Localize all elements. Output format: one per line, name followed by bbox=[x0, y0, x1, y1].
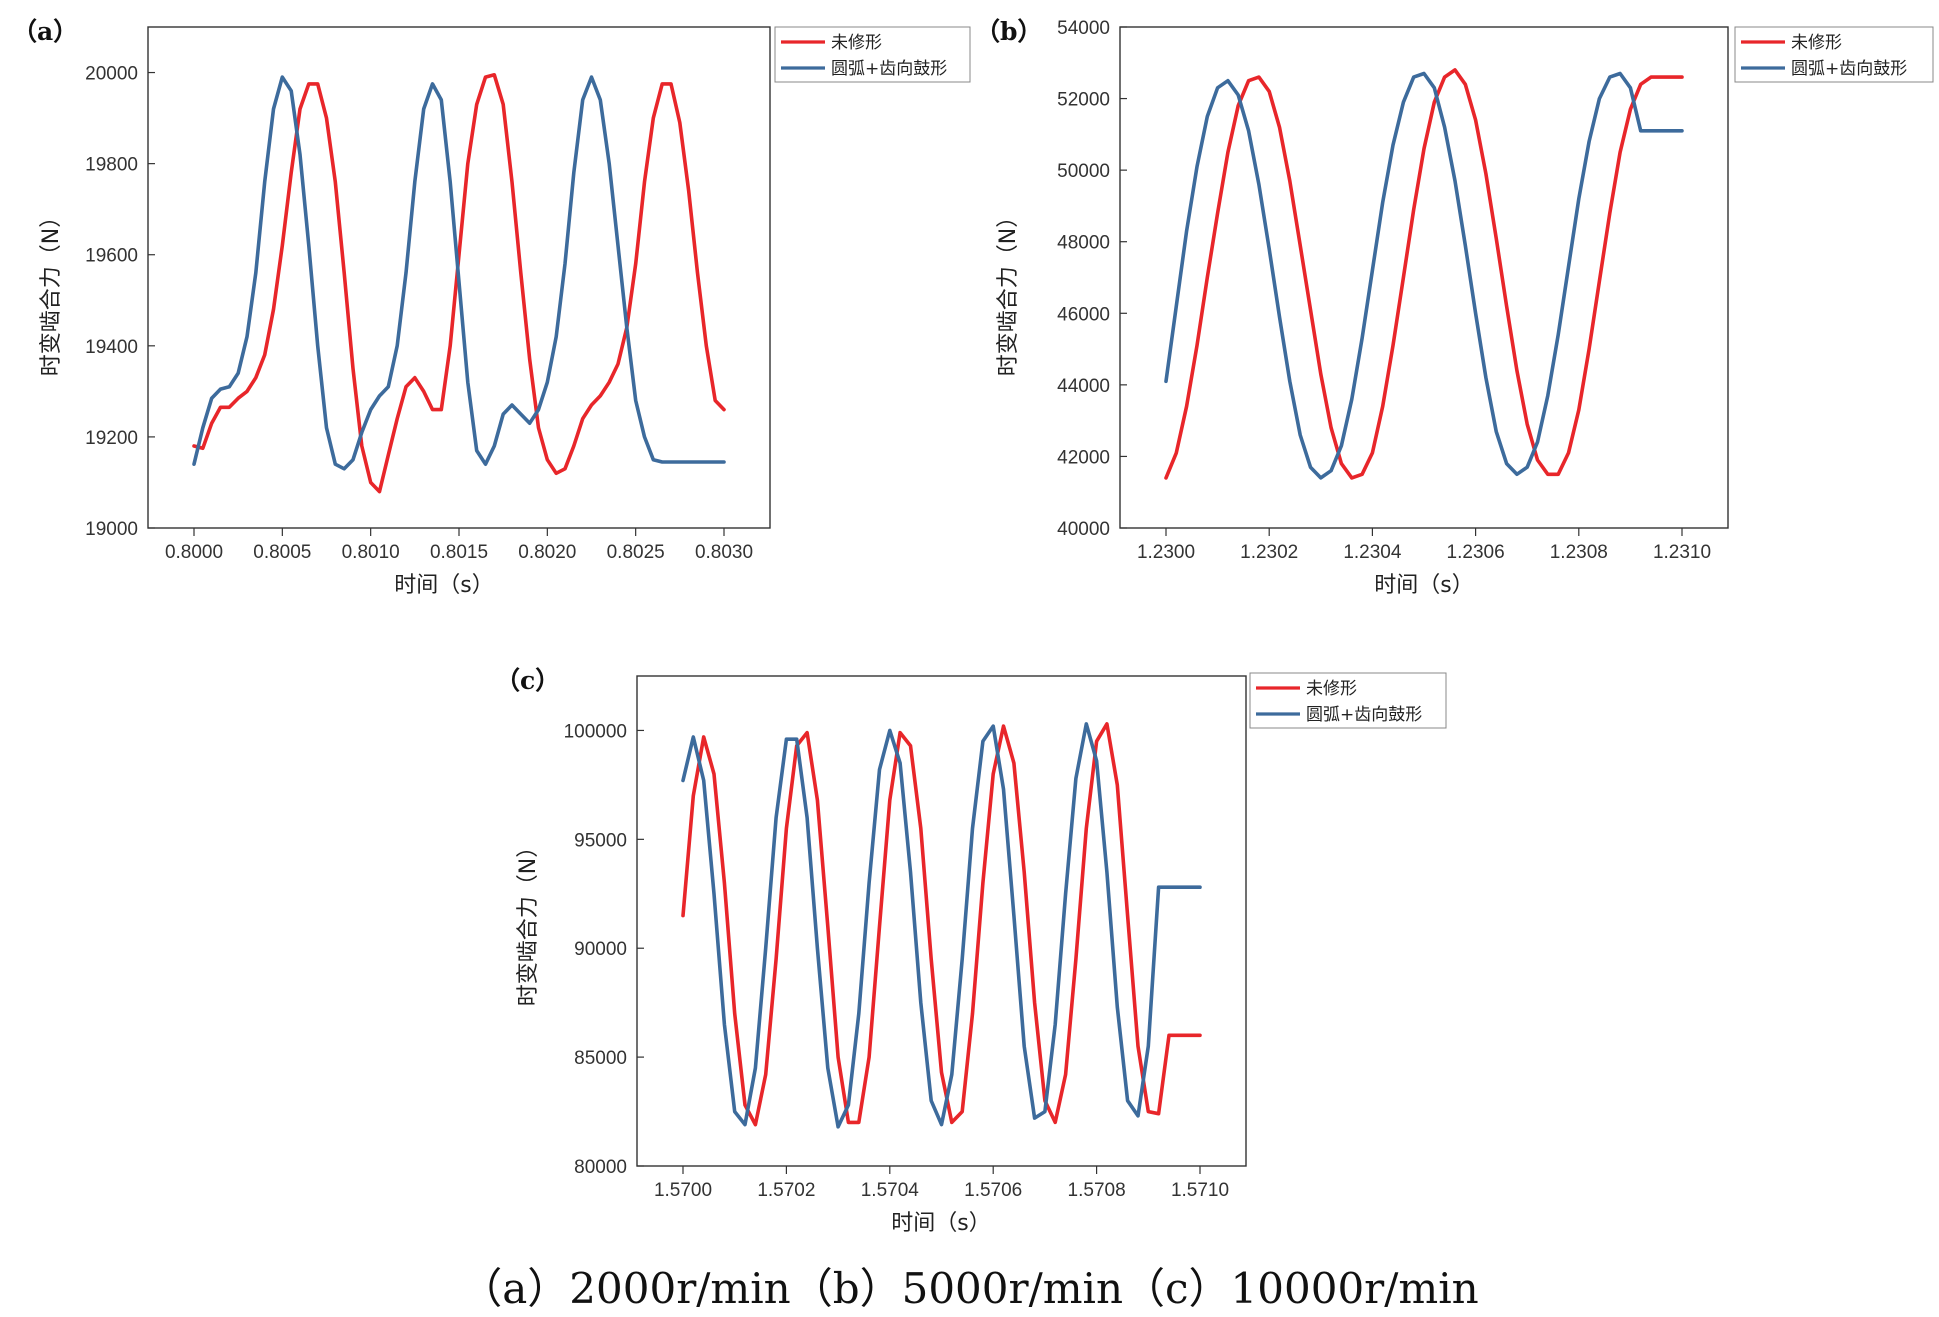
x-axis-label: 时间（s） bbox=[891, 1211, 990, 1236]
x-tick-label: 0.8005 bbox=[253, 542, 311, 563]
x-tick-label: 0.8000 bbox=[165, 542, 223, 563]
y-axis-label: 时变啮合力（N） bbox=[39, 206, 64, 376]
x-tick-label: 1.2310 bbox=[1653, 542, 1711, 563]
y-tick-label: 19000 bbox=[85, 519, 138, 540]
y-tick-label: 90000 bbox=[574, 939, 627, 960]
x-tick-label: 1.5706 bbox=[964, 1180, 1022, 1201]
legend-label: 圆弧+齿向鼓形 bbox=[1791, 59, 1907, 79]
y-axis-label: 时变啮合力（N） bbox=[516, 836, 541, 1006]
x-tick-label: 1.5700 bbox=[654, 1180, 712, 1201]
y-tick-label: 42000 bbox=[1057, 447, 1110, 468]
plot-frame bbox=[1119, 26, 1729, 529]
x-tick-label: 1.5710 bbox=[1171, 1180, 1229, 1201]
x-tick-label: 0.8020 bbox=[518, 542, 576, 563]
x-tick-label: 0.8030 bbox=[695, 542, 753, 563]
x-tick-label: 1.2304 bbox=[1343, 542, 1402, 563]
y-tick-label: 20000 bbox=[85, 64, 138, 85]
panel-label: （c） bbox=[495, 666, 560, 695]
x-tick-label: 1.5702 bbox=[757, 1180, 815, 1201]
chart-panel-b: 40000 42000 44000 46000 48000 50000 52000 54000… bbox=[975, 17, 1934, 598]
series-line-unmodified bbox=[1164, 68, 1684, 480]
x-tick-label: 0.8025 bbox=[607, 542, 665, 563]
plot-frame bbox=[636, 675, 1247, 1167]
y-tick-label: 54000 bbox=[1057, 18, 1110, 39]
y-tick-label: 95000 bbox=[574, 830, 627, 851]
series-line-modified bbox=[192, 75, 726, 471]
y-tick-label: 19400 bbox=[85, 337, 138, 358]
panel-label: （b） bbox=[975, 17, 1042, 46]
x-tick-label: 1.2300 bbox=[1137, 542, 1195, 563]
y-tick-label: 50000 bbox=[1057, 161, 1110, 182]
x-tick-label: 1.2306 bbox=[1447, 542, 1505, 563]
y-tick-label: 85000 bbox=[574, 1048, 627, 1069]
x-tick-label: 1.5708 bbox=[1068, 1180, 1126, 1201]
series-line-modified bbox=[681, 722, 1202, 1129]
y-tick-label: 19800 bbox=[85, 155, 138, 176]
x-axis-label: 时间（s） bbox=[394, 573, 493, 598]
legend-box bbox=[774, 26, 971, 83]
series-line-unmodified bbox=[192, 73, 726, 494]
x-tick-label: 1.2302 bbox=[1240, 542, 1298, 563]
chart-panel-a: 19000 19200 19400 19600 19800 20000 0.8000 0.80… bbox=[12, 17, 971, 598]
figure-caption: （a）2000r/min（b）5000r/min（c）10000r/min bbox=[460, 1264, 1479, 1313]
y-tick-label: 46000 bbox=[1057, 304, 1110, 325]
legend-box bbox=[1734, 26, 1934, 83]
x-tick-label: 1.2308 bbox=[1550, 542, 1608, 563]
y-tick-label: 44000 bbox=[1057, 376, 1110, 397]
panel-label: （a） bbox=[12, 17, 78, 46]
y-tick-label: 100000 bbox=[564, 721, 627, 742]
legend-label: 圆弧+齿向鼓形 bbox=[831, 59, 947, 79]
y-tick-label: 40000 bbox=[1057, 519, 1110, 540]
y-tick-label: 52000 bbox=[1057, 90, 1110, 111]
x-tick-label: 1.5704 bbox=[861, 1180, 920, 1201]
x-tick-label: 0.8010 bbox=[342, 542, 400, 563]
series-line-unmodified bbox=[681, 722, 1202, 1127]
y-tick-label: 19200 bbox=[85, 428, 138, 449]
x-tick-label: 0.8015 bbox=[430, 542, 488, 563]
legend-box bbox=[1249, 672, 1447, 729]
x-axis-label: 时间（s） bbox=[1374, 573, 1473, 598]
y-tick-label: 80000 bbox=[574, 1157, 627, 1178]
legend-label: 未修形 bbox=[831, 33, 882, 53]
legend-label: 未修形 bbox=[1306, 679, 1357, 699]
y-tick-label: 48000 bbox=[1057, 233, 1110, 254]
y-tick-label: 19600 bbox=[85, 246, 138, 267]
legend-label: 未修形 bbox=[1791, 33, 1842, 53]
y-axis-label: 时变啮合力（N） bbox=[996, 206, 1021, 376]
series-line-modified bbox=[1164, 71, 1684, 480]
chart-panel-c: 80000 85000 90000 95000 100000 1.5700 1.5702 1.… bbox=[495, 666, 1447, 1236]
legend-label: 圆弧+齿向鼓形 bbox=[1306, 705, 1422, 725]
